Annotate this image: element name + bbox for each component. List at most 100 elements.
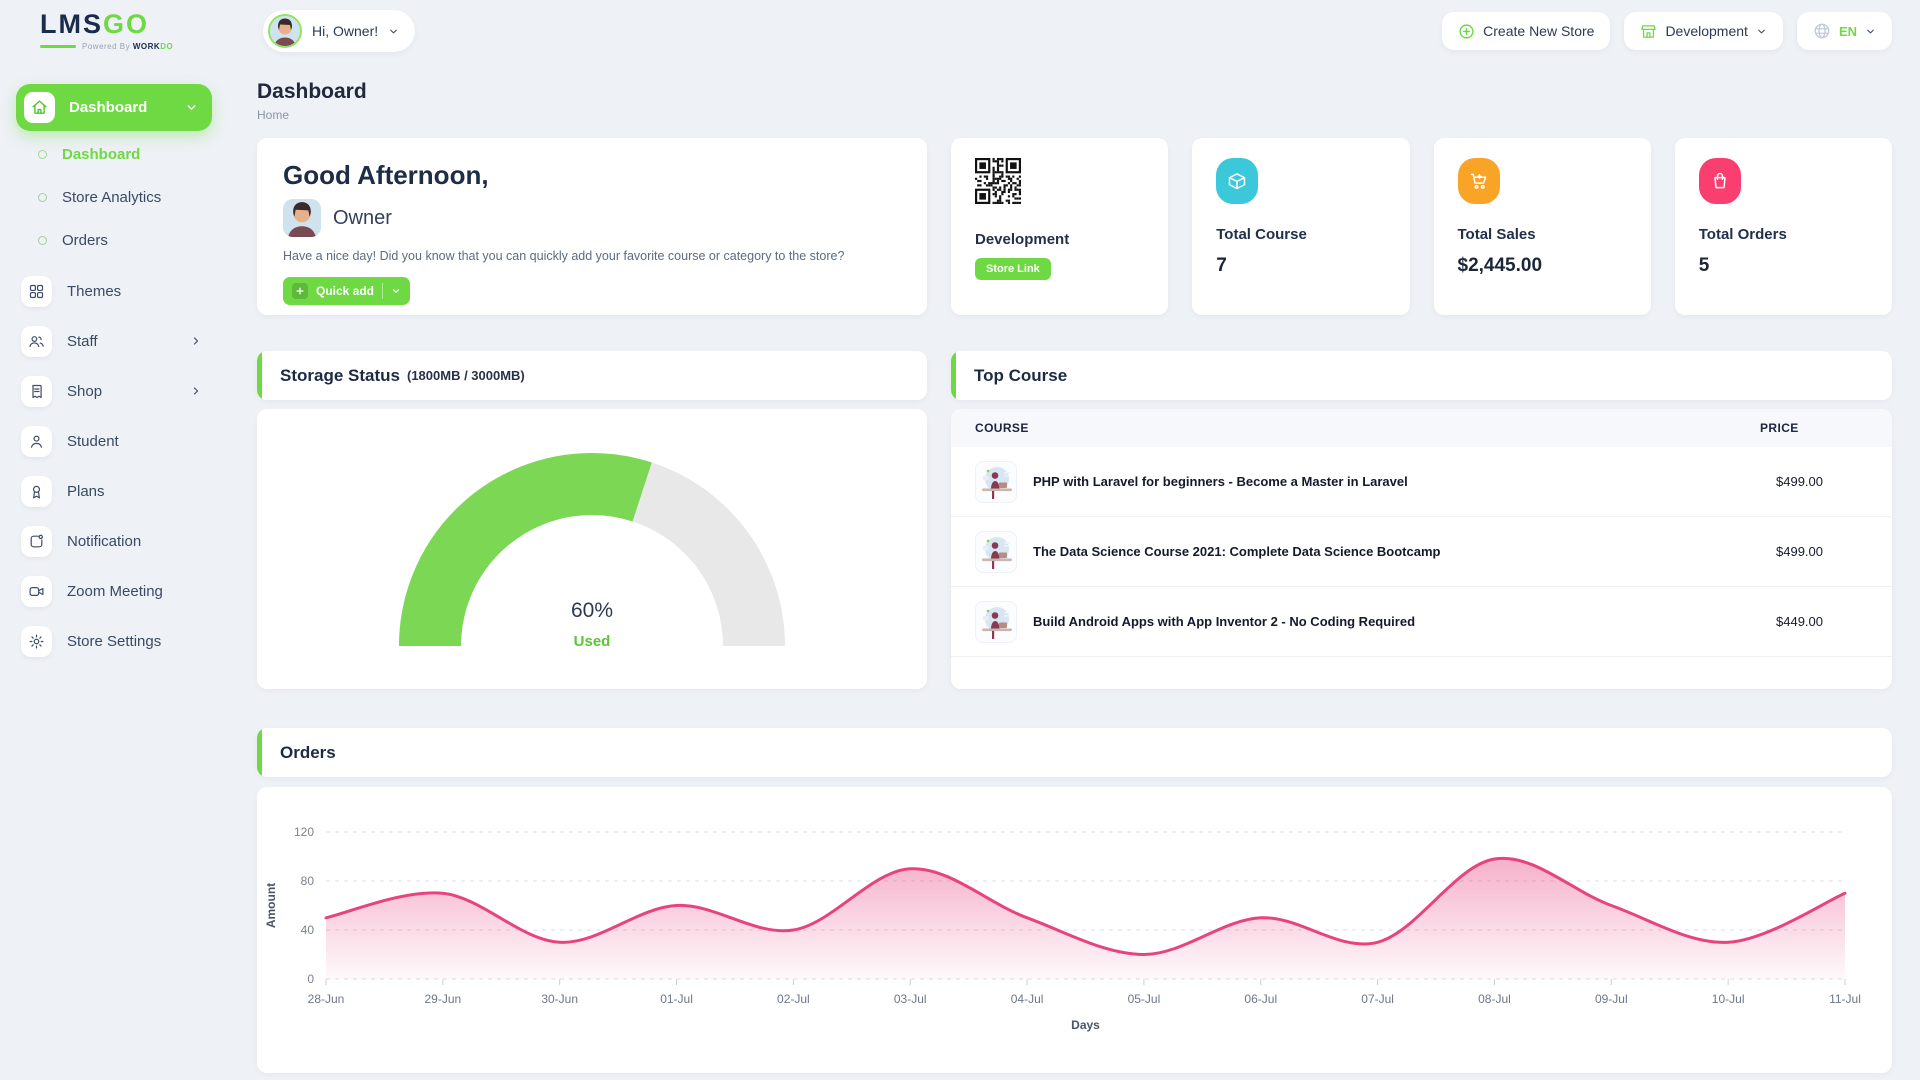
users-icon bbox=[21, 325, 52, 357]
language-label: EN bbox=[1838, 23, 1857, 39]
cart-icon bbox=[1457, 158, 1500, 204]
sidebar-item-shop[interactable]: Shop bbox=[16, 366, 216, 416]
owner-name: Owner bbox=[333, 206, 392, 229]
store-switcher-label: Development bbox=[1665, 23, 1748, 39]
gear-icon bbox=[21, 625, 52, 657]
breadcrumb[interactable]: Home bbox=[257, 108, 290, 122]
sidebar-subitem-label: Dashboard bbox=[62, 146, 141, 163]
main-content: Dashboard Home Good Afternoon, Owner Hav… bbox=[216, 62, 1920, 1073]
sidebar-item-staff[interactable]: Staff bbox=[16, 316, 216, 366]
x-tick-label: 03-Jul bbox=[894, 992, 927, 1006]
home-icon bbox=[24, 92, 55, 123]
orders-series-line bbox=[324, 856, 1847, 956]
greeting-card: Good Afternoon, Owner Have a nice day! D… bbox=[257, 138, 927, 315]
total-orders-card: Total Orders 5 bbox=[1674, 138, 1892, 315]
award-icon bbox=[21, 475, 52, 507]
chevron-right-icon bbox=[190, 335, 202, 347]
quick-add-button[interactable]: Quick add bbox=[283, 277, 411, 305]
sidebar-subitem-dashboard[interactable]: Dashboard bbox=[16, 133, 216, 176]
storage-gauge-chart: 60% Used bbox=[399, 453, 785, 650]
x-tick-label: 28-Jun bbox=[308, 992, 345, 1006]
sidebar-item-student[interactable]: Student bbox=[16, 416, 216, 466]
top-course-title: Top Course bbox=[974, 365, 1068, 385]
avatar bbox=[283, 199, 321, 237]
logo-text-go: GO bbox=[103, 9, 150, 39]
course-row[interactable]: Build Android Apps with App Inventor 2 -… bbox=[951, 587, 1892, 657]
y-tick-label: 0 bbox=[307, 972, 314, 986]
app-logo[interactable]: LMSGO Powered By WORKDO bbox=[40, 9, 174, 51]
topbar: LMSGO Powered By WORKDO Hi, Owner! Creat… bbox=[0, 0, 1920, 62]
storage-status-header: Storage Status (1800MB / 3000MB) bbox=[257, 351, 927, 400]
accent-bar bbox=[257, 728, 262, 777]
plus-icon bbox=[292, 283, 308, 299]
sidebar-subitem-store-analytics[interactable]: Store Analytics bbox=[16, 176, 216, 219]
x-tick-label: 04-Jul bbox=[1011, 992, 1044, 1006]
store-link-button[interactable]: Store Link bbox=[975, 258, 1051, 280]
store-link-card: Development Store Link bbox=[951, 138, 1169, 315]
person-icon bbox=[21, 425, 52, 457]
qr-code bbox=[975, 158, 1021, 204]
course-thumbnail bbox=[975, 530, 1017, 573]
total-sales-value: $2,445.00 bbox=[1457, 255, 1543, 276]
sidebar-item-label: Themes bbox=[67, 282, 122, 300]
store-switcher-button[interactable]: Development bbox=[1624, 12, 1783, 50]
create-new-store-button[interactable]: Create New Store bbox=[1442, 12, 1611, 50]
chevron-down-icon[interactable] bbox=[391, 286, 401, 296]
x-tick-label: 02-Jul bbox=[777, 992, 810, 1006]
x-tick-label: 08-Jul bbox=[1478, 992, 1511, 1006]
sidebar-item-themes[interactable]: Themes bbox=[16, 266, 216, 316]
course-price: $499.00 bbox=[1776, 544, 1823, 559]
sidebar-item-label: Notification bbox=[67, 532, 142, 550]
powered-by-text: Powered By bbox=[82, 42, 131, 51]
sidebar-subitem-label: Store Analytics bbox=[62, 189, 162, 206]
x-axis-title: Days bbox=[1071, 1018, 1100, 1032]
logo-underline bbox=[40, 45, 76, 48]
language-selector[interactable]: EN bbox=[1796, 12, 1892, 50]
sidebar-item-label: Store Settings bbox=[67, 632, 162, 650]
video-icon bbox=[21, 575, 52, 607]
table-header-row: COURSE PRICE bbox=[951, 409, 1892, 447]
notification-icon bbox=[21, 525, 52, 557]
chevron-down-icon bbox=[388, 26, 399, 37]
workdo-text: WORK bbox=[132, 42, 161, 51]
sidebar-sub-menu: Dashboard Store Analytics Orders bbox=[16, 133, 216, 262]
sidebar-item-label: Zoom Meeting bbox=[67, 582, 163, 600]
user-menu-button[interactable]: Hi, Owner! bbox=[263, 10, 416, 52]
sidebar-subitem-orders[interactable]: Orders bbox=[16, 219, 216, 262]
y-tick-label: 40 bbox=[301, 923, 315, 937]
sidebar-item-dashboard[interactable]: Dashboard bbox=[16, 84, 212, 131]
orders-chart-card: 0 40 80 120 28-Jun 29-Jun 30-Jun 01-Jul 02-Jul 03… bbox=[257, 787, 1892, 1073]
accent-bar bbox=[951, 351, 956, 400]
store-name-label: Development bbox=[975, 231, 1070, 248]
y-tick-label: 80 bbox=[301, 874, 315, 888]
sidebar-item-store-settings[interactable]: Store Settings bbox=[16, 616, 216, 666]
sidebar-subitem-label: Orders bbox=[62, 232, 108, 249]
receipt-icon bbox=[21, 375, 52, 407]
orders-title: Orders bbox=[280, 742, 336, 762]
sidebar-item-label: Staff bbox=[67, 332, 98, 350]
plus-circle-icon bbox=[1458, 23, 1475, 40]
x-tick-label: 07-Jul bbox=[1361, 992, 1394, 1006]
storage-gauge-card: 60% Used bbox=[257, 409, 927, 689]
sidebar-item-label: Dashboard bbox=[69, 99, 148, 116]
sidebar-item-label: Shop bbox=[67, 382, 103, 400]
course-thumbnail bbox=[975, 600, 1017, 643]
y-tick-label: 120 bbox=[294, 825, 314, 839]
sidebar-item-plans[interactable]: Plans bbox=[16, 466, 216, 516]
course-thumbnail bbox=[975, 460, 1017, 503]
quick-add-label: Quick add bbox=[316, 284, 375, 298]
x-tick-label: 30-Jun bbox=[541, 992, 578, 1006]
sidebar-item-notification[interactable]: Notification bbox=[16, 516, 216, 566]
course-row[interactable]: PHP with Laravel for beginners - Become … bbox=[951, 447, 1892, 517]
package-icon bbox=[1216, 158, 1259, 204]
gauge-percent-label: 60% bbox=[571, 599, 613, 622]
sidebar-menu: Themes Staff Shop Student Plans Notification Z… bbox=[16, 266, 216, 666]
globe-icon bbox=[1813, 22, 1831, 40]
top-course-header: Top Course bbox=[951, 351, 1892, 400]
course-row[interactable]: The Data Science Course 2021: Complete D… bbox=[951, 517, 1892, 587]
total-orders-label: Total Orders bbox=[1698, 226, 1787, 243]
orders-area-chart: 0 40 80 120 28-Jun 29-Jun 30-Jun 01-Jul 02-Jul 03… bbox=[264, 825, 1861, 1032]
create-new-store-label: Create New Store bbox=[1483, 23, 1595, 39]
sidebar-item-zoom-meeting[interactable]: Zoom Meeting bbox=[16, 566, 216, 616]
page-title: Dashboard bbox=[257, 80, 367, 103]
